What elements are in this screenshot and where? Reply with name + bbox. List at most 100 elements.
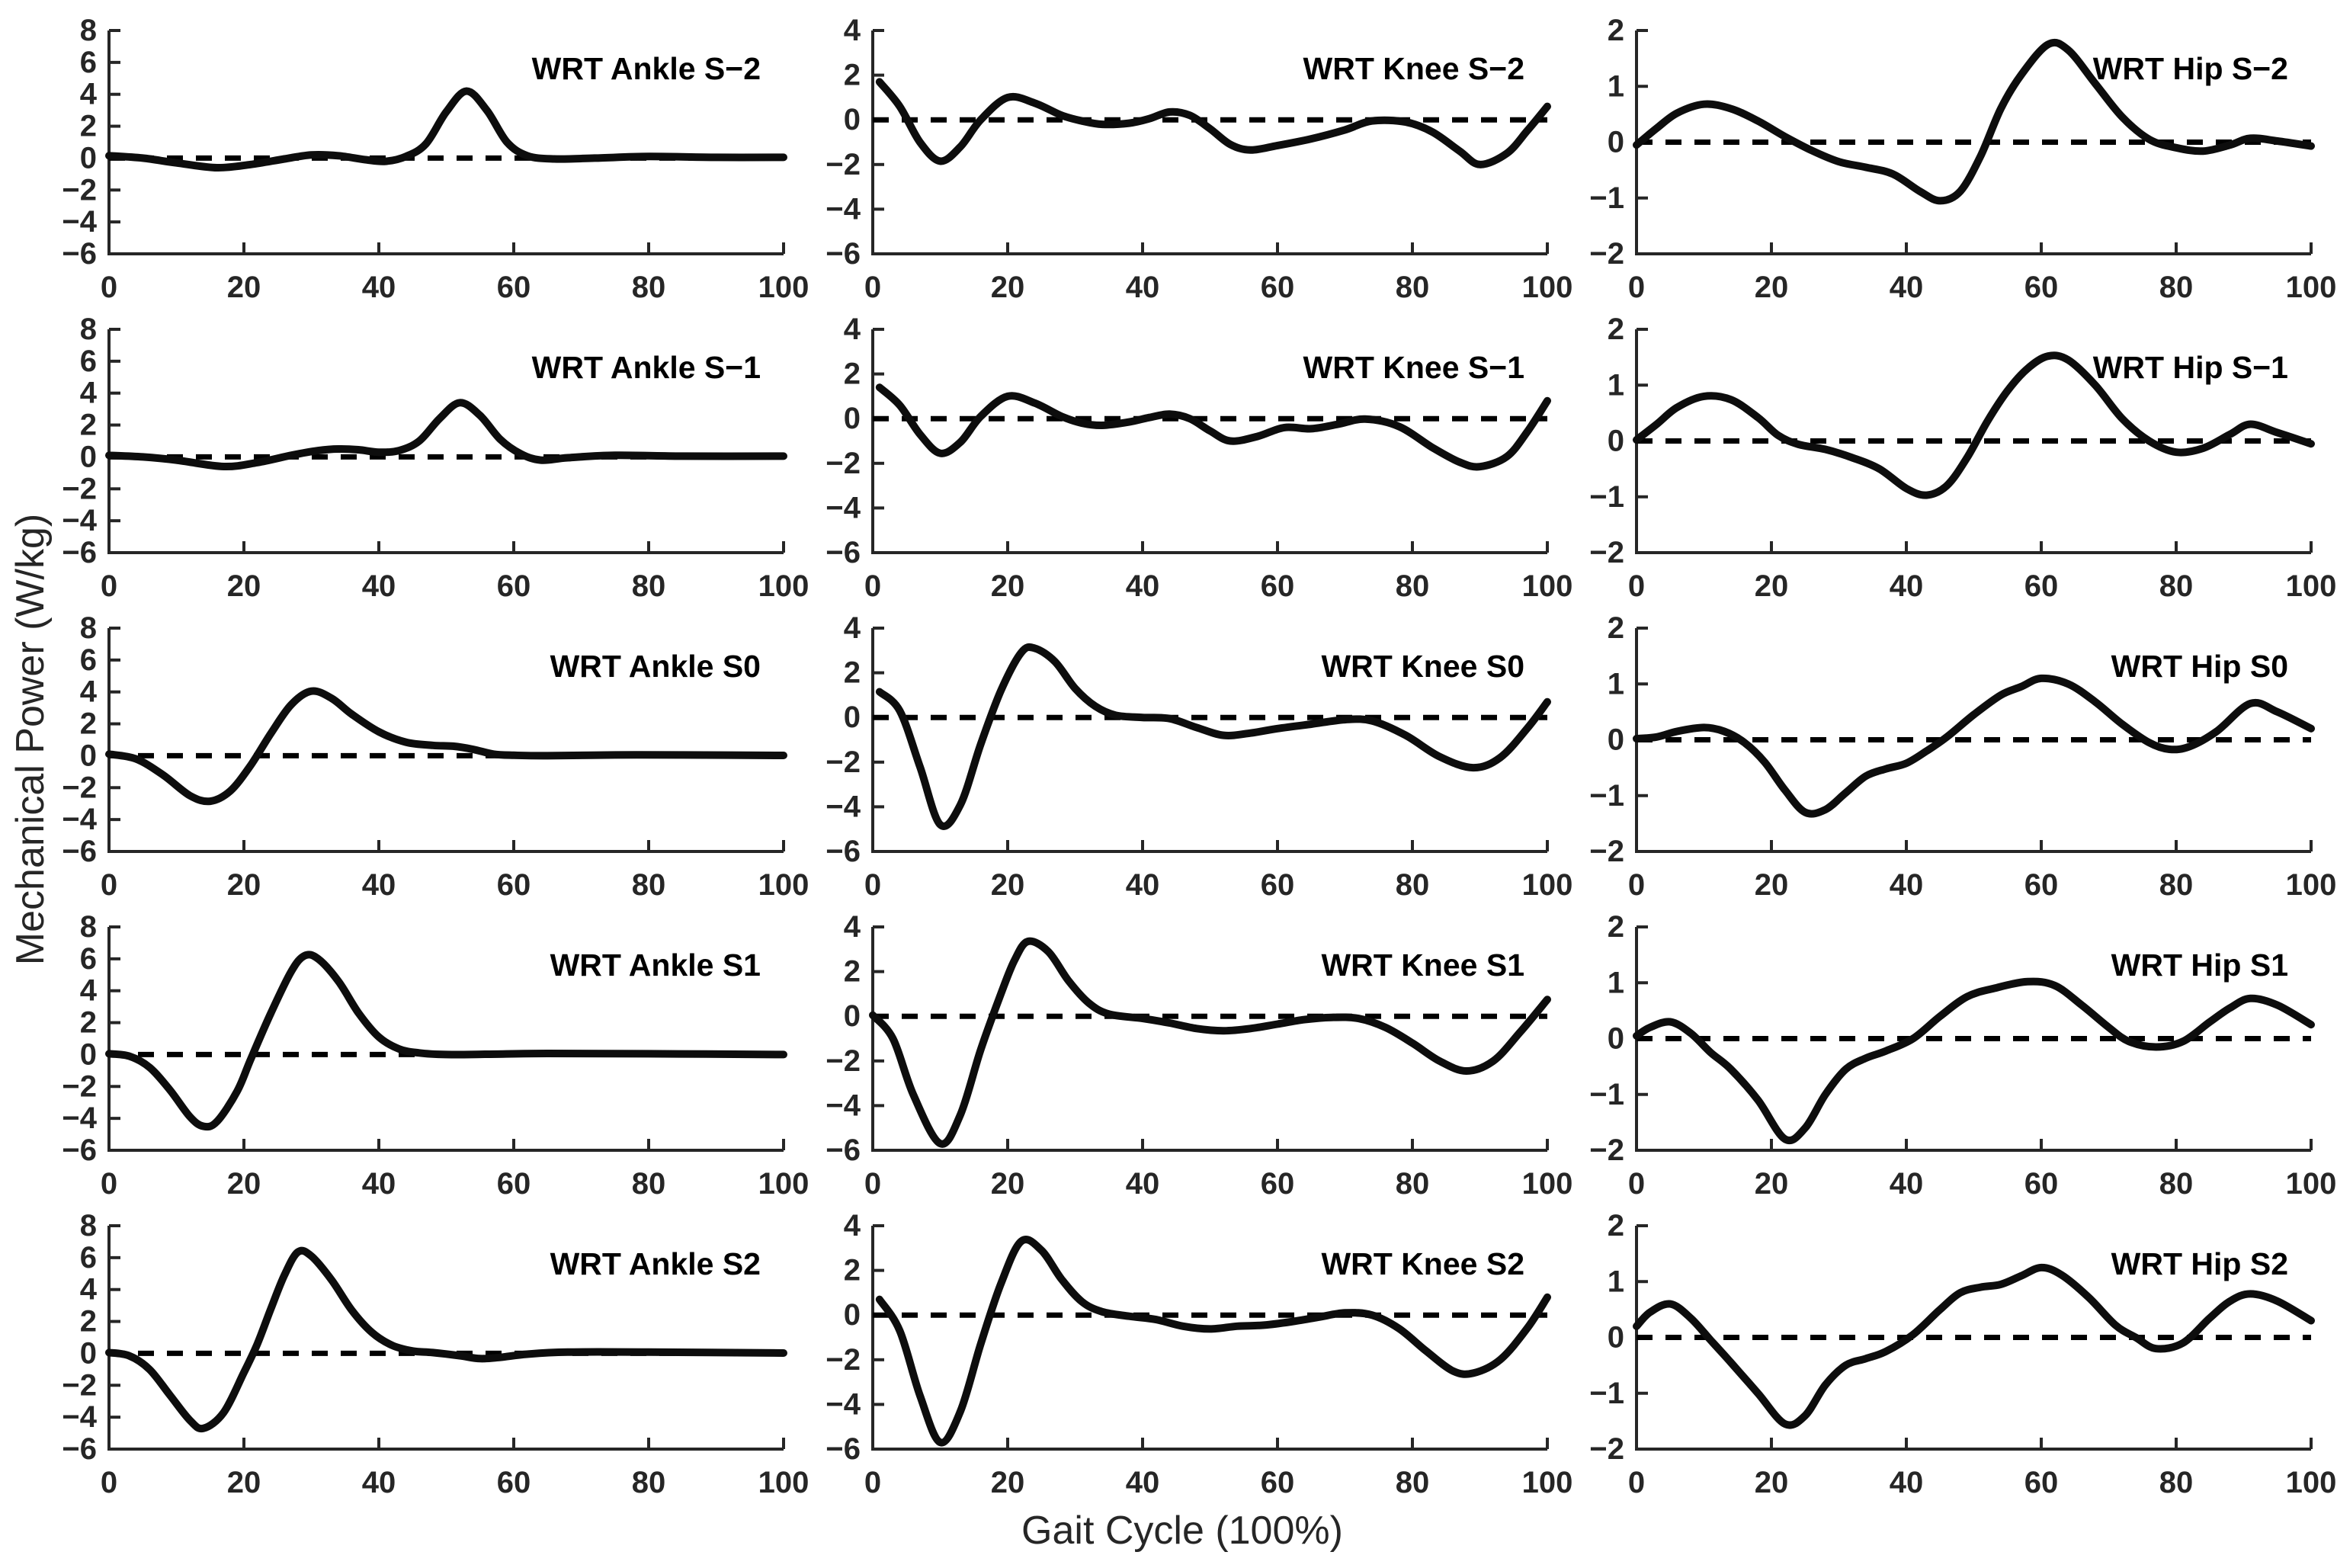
x-tick-label: 40 [362,1466,396,1499]
y-tick-label: 1 [1608,368,1624,402]
x-tick-label: 40 [362,1167,396,1201]
x-tick-label: 20 [991,868,1025,902]
x-tick-label: 40 [1126,1167,1160,1201]
x-tick-label: 60 [497,569,531,603]
mean-power-curve [875,78,1551,168]
subplot-wrt-ankle-s1: −6 −4 −2 0 2 4 6 8 0 20 40 60 80 100 WRT Ankle S1 [37,896,809,1201]
y-tick-label: −2 [825,148,861,181]
subplot-wrt-hip-s-1: −2 −1 0 1 2 0 20 40 60 80 100 WRT Hip S−1 [1564,299,2336,603]
y-tick-label: −4 [62,1400,97,1434]
y-tick-label: 0 [844,701,861,734]
x-tick-label: 20 [991,271,1025,304]
y-tick-label: 0 [1608,723,1624,757]
x-tick-label: 100 [2286,868,2337,902]
x-tick-label: 100 [758,569,809,603]
y-tick-label: 2 [80,1006,97,1040]
x-tick-label: 0 [864,868,881,902]
y-tick-label: 0 [1608,126,1624,159]
x-tick-label: 20 [1755,1466,1789,1499]
y-tick-label: 2 [1608,313,1624,346]
y-tick-label: −2 [825,1343,861,1377]
x-tick-label: 40 [362,271,396,304]
x-tick-label: 100 [1522,868,1573,902]
y-tick-label: −2 [62,771,97,804]
x-tick-label: 80 [2159,271,2194,304]
x-tick-label: 60 [1261,569,1295,603]
x-tick-label: 80 [1396,868,1430,902]
subplot-wrt-knee-s1: −6 −4 −2 0 2 4 0 20 40 60 80 100 WRT Knee S1 [800,896,1572,1201]
y-tick-label: 2 [1608,14,1624,47]
x-tick-label: 40 [1890,1466,1924,1499]
mean-power-curve [105,1246,787,1433]
subplot-title: WRT Knee S−1 [1303,350,1524,385]
subplot-wrt-knee-s2: −6 −4 −2 0 2 4 0 20 40 60 80 100 WRT Knee S2 [800,1195,1572,1499]
y-tick-label: −6 [62,237,97,271]
subplot-title: WRT Knee S1 [1321,948,1524,983]
y-tick-label: 0 [80,1037,97,1071]
x-tick-label: 60 [2024,271,2059,304]
subplot-wrt-ankle-s-1: −6 −4 −2 0 2 4 6 8 0 20 40 60 80 100 WRT Ankle S−1 [37,299,809,603]
x-tick-label: 80 [1396,271,1430,304]
y-tick-label: 4 [844,313,861,346]
x-tick-label: 0 [101,569,117,603]
mean-power-curve [105,951,787,1131]
y-tick-label: 0 [1608,1022,1624,1056]
x-tick-label: 0 [101,1167,117,1201]
x-tick-label: 80 [632,1466,666,1499]
y-tick-label: 4 [80,1273,98,1307]
subplot-wrt-hip-s1: −2 −1 0 1 2 0 20 40 60 80 100 WRT Hip S1 [1564,896,2336,1201]
x-tick-label: 20 [227,271,261,304]
x-tick-label: 0 [1628,1466,1645,1499]
mean-power-curve [1633,351,2315,499]
x-tick-label: 60 [497,271,531,304]
x-tick-label: 60 [1261,868,1295,902]
x-tick-label: 100 [2286,569,2337,603]
y-tick-label: 1 [1608,667,1624,701]
y-tick-label: 4 [80,78,98,111]
y-tick-label: −1 [1589,1377,1624,1410]
x-tick-label: 0 [101,1466,117,1499]
mean-power-curve [1633,38,2315,205]
x-tick-label: 0 [1628,868,1645,902]
x-tick-label: 0 [101,868,117,902]
x-tick-label: 40 [1126,868,1160,902]
x-tick-label: 100 [2286,271,2337,304]
y-tick-label: −2 [62,173,97,207]
x-tick-label: 60 [2024,569,2059,603]
x-tick-label: 80 [2159,868,2194,902]
x-tick-label: 60 [497,1466,531,1499]
x-tick-label: 20 [227,868,261,902]
x-tick-label: 0 [864,271,881,304]
y-tick-label: −4 [62,504,97,537]
x-tick-label: 40 [362,569,396,603]
mean-power-curve [105,687,787,806]
y-tick-label: 2 [1608,611,1624,645]
y-tick-label: 6 [80,643,97,677]
x-tick-label: 80 [2159,1167,2194,1201]
y-tick-label: −2 [62,472,97,505]
y-tick-label: 1 [1608,69,1624,103]
y-tick-label: −6 [62,835,97,868]
y-tick-label: 4 [80,974,98,1008]
subplot-wrt-knee-s0: −6 −4 −2 0 2 4 0 20 40 60 80 100 WRT Knee S0 [800,598,1572,902]
subplot-title: WRT Knee S−2 [1303,51,1524,86]
x-tick-label: 40 [1890,271,1924,304]
y-tick-label: 8 [80,313,97,346]
y-tick-label: −6 [825,1432,861,1466]
y-tick-label: 6 [80,942,97,976]
y-tick-label: −4 [825,491,861,524]
y-tick-label: −4 [825,1089,861,1122]
mean-power-curve [875,383,1551,471]
mean-power-curve [869,937,1551,1148]
subplot-title: WRT Ankle S0 [550,649,761,684]
subplot-wrt-ankle-s0: −6 −4 −2 0 2 4 6 8 0 20 40 60 80 100 WRT Ankle S0 [37,598,809,902]
y-tick-label: −4 [825,192,861,226]
